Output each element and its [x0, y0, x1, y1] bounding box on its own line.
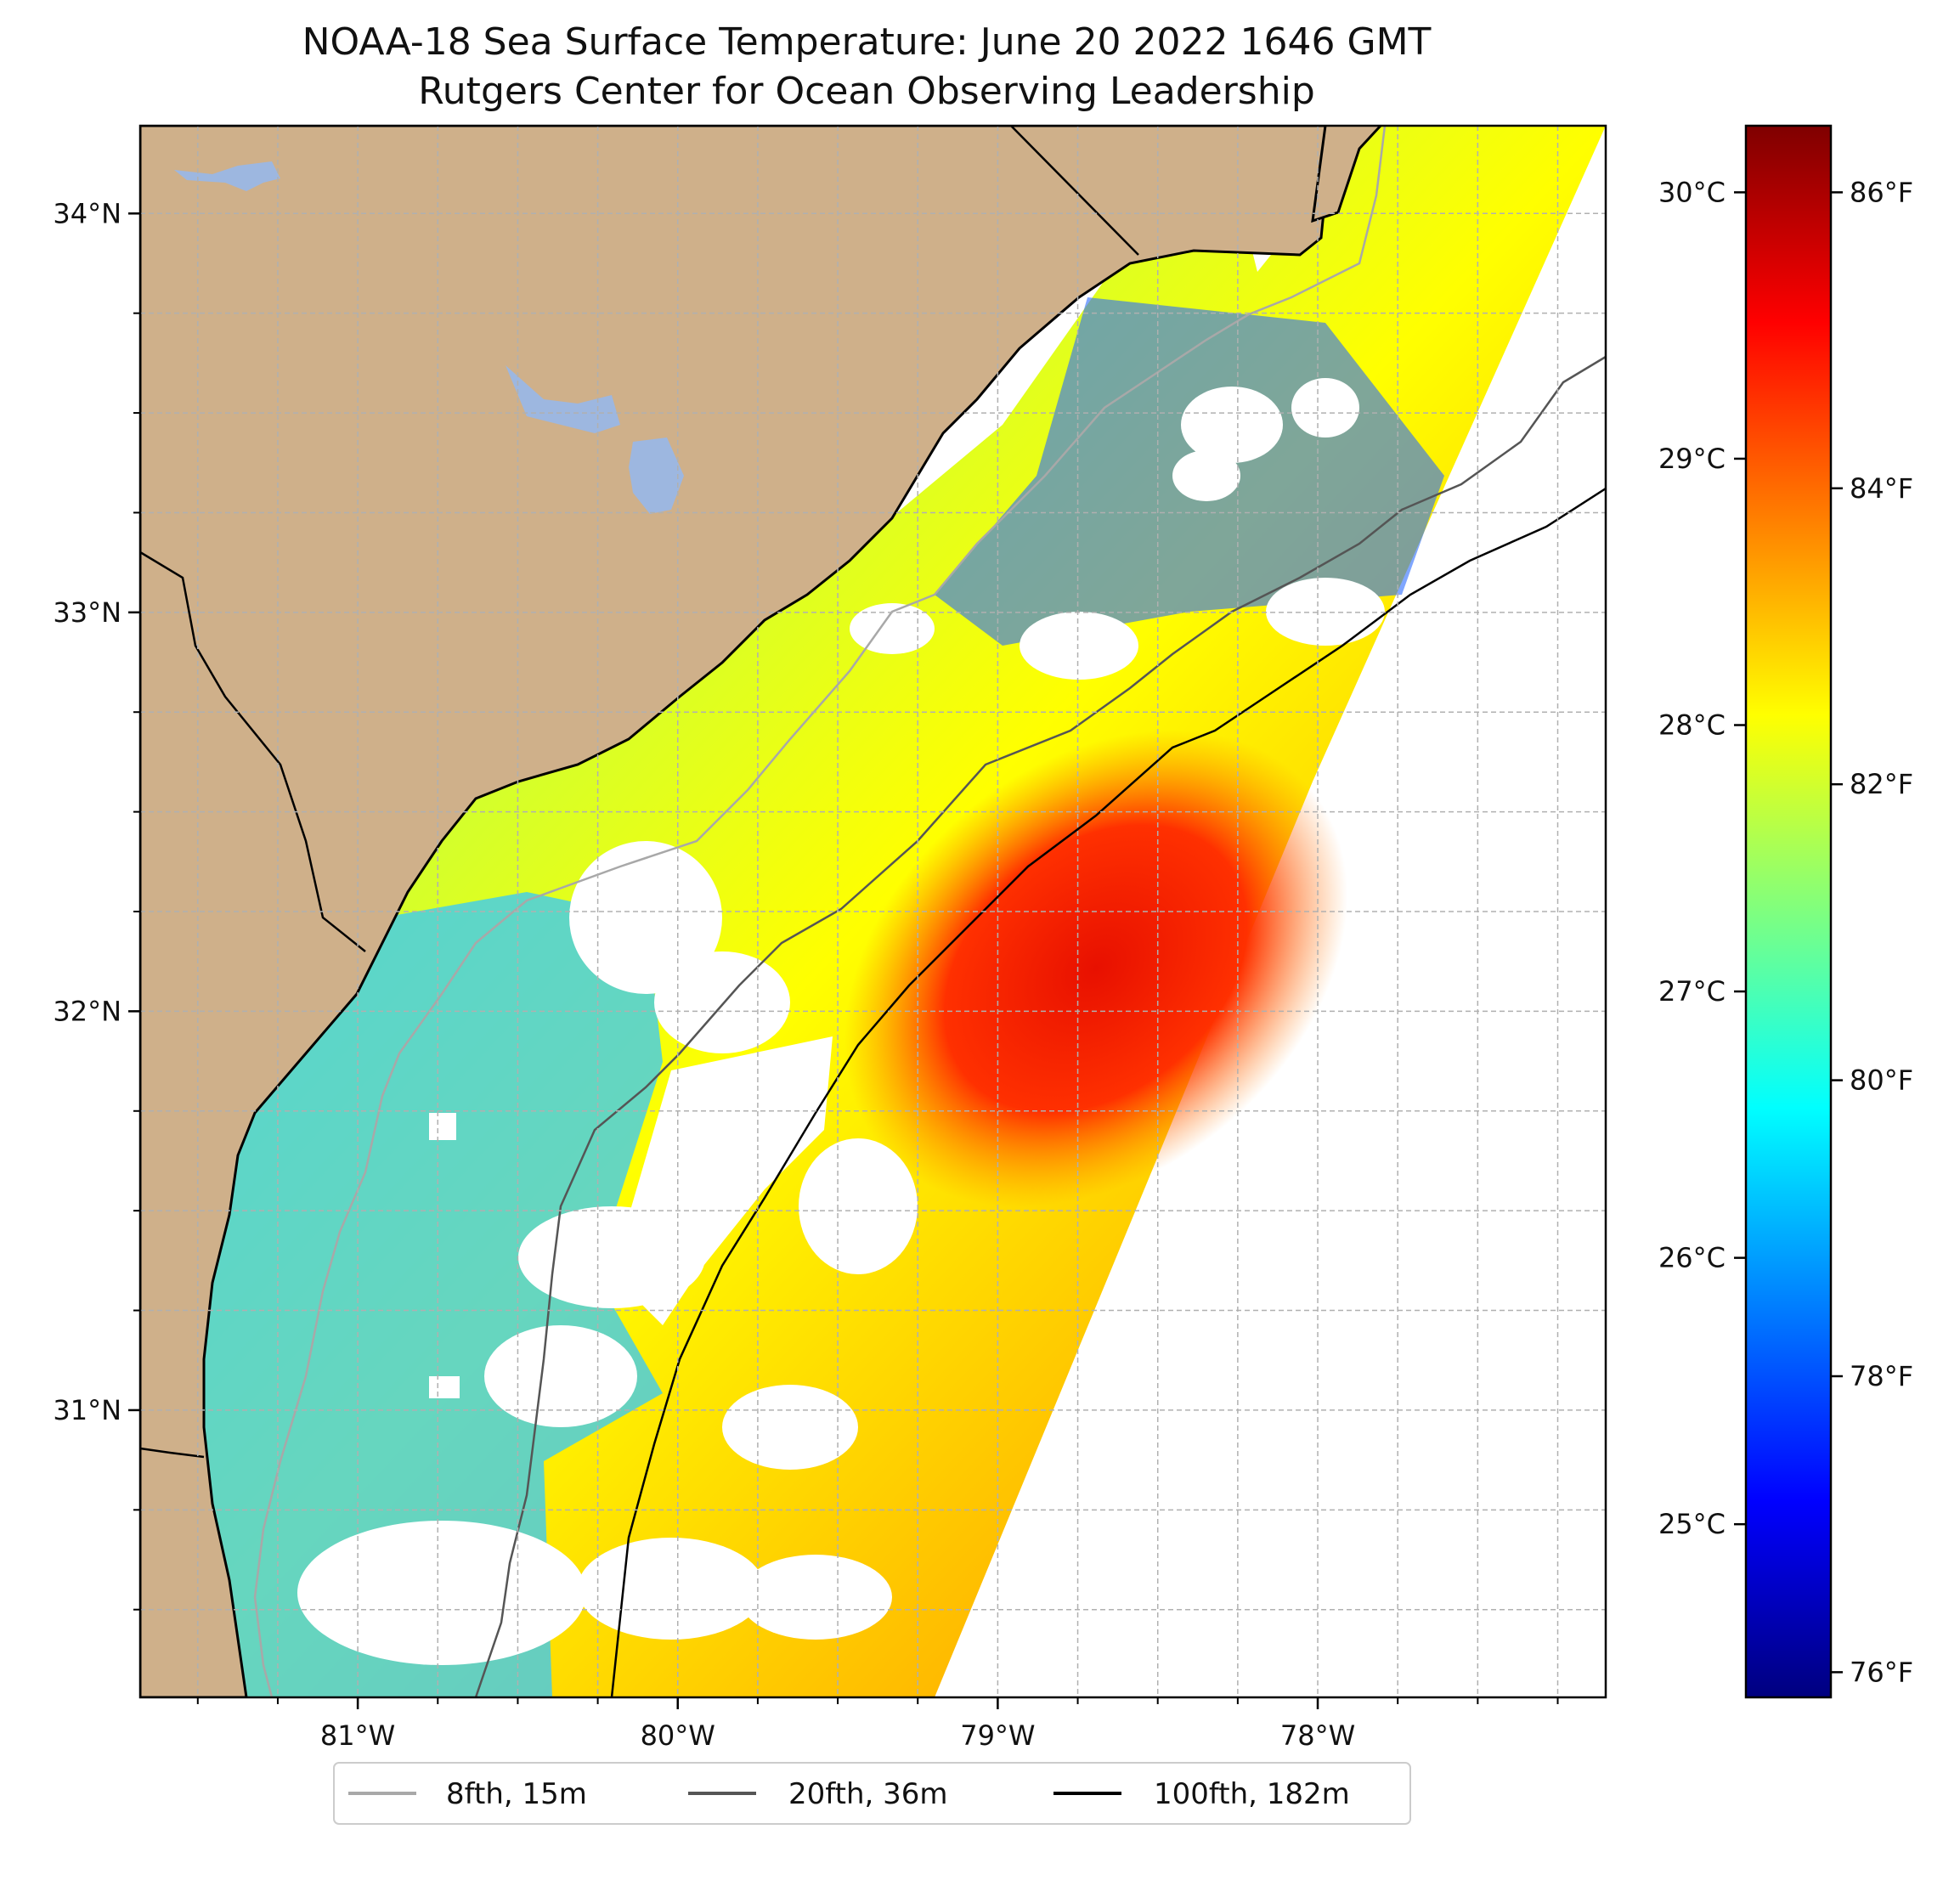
- legend-label-100fth: 100fth, 182m: [1154, 1777, 1350, 1811]
- fahrenheit-tick-label: 86°F: [1850, 176, 1913, 208]
- coastline-outer-banks: [1311, 126, 1382, 223]
- fahrenheit-tick-label: 78°F: [1850, 1360, 1913, 1392]
- celsius-tick-label: 25°C: [1658, 1508, 1726, 1540]
- fahrenheit-tick-label: 76°F: [1850, 1656, 1913, 1688]
- cloud-gaps: [297, 229, 1385, 1665]
- fahrenheit-tick-label: 82°F: [1850, 768, 1913, 800]
- isobath-legend: 8fth, 15m 20fth, 36m 100fth, 182m: [333, 1762, 1411, 1825]
- lake-moultrie: [629, 438, 684, 514]
- colorbar-frame: [1744, 124, 1833, 1699]
- lon-tick-label: 81°W: [320, 1719, 395, 1752]
- lat-tick-label: 32°N: [53, 995, 121, 1027]
- lon-tick-label: 80°W: [641, 1719, 715, 1752]
- colorbar: 25°C 26°C 27°C 28°C 29°C 30°C 76°F 78°F 80°F 82°F…: [1658, 124, 1913, 1699]
- lon-tick-label: 79°W: [960, 1719, 1035, 1752]
- legend-label-8fth: 8fth, 15m: [446, 1777, 587, 1811]
- celsius-tick-label: 26°C: [1658, 1242, 1726, 1274]
- celsius-tick-label: 29°C: [1658, 443, 1726, 475]
- lat-tick-label: 31°N: [53, 1394, 121, 1426]
- celsius-tick-label: 30°C: [1658, 176, 1726, 208]
- isobath-20fth: [474, 355, 1606, 1697]
- isobath-100fth: [610, 487, 1606, 1697]
- state-border-southwest: [140, 550, 366, 952]
- lon-tick-label: 78°W: [1280, 1719, 1355, 1752]
- state-border-south: [140, 1447, 205, 1459]
- fahrenheit-tick-label: 84°F: [1850, 472, 1913, 505]
- legend-label-20fth: 20fth, 36m: [788, 1777, 948, 1811]
- lat-tick-label: 33°N: [53, 596, 121, 629]
- colorbar-ticks: 25°C 26°C 27°C 28°C 29°C 30°C 76°F 78°F 80°F 82°F…: [1658, 176, 1913, 1688]
- lake-northwest: [174, 161, 280, 191]
- figure-title-line2: Rutgers Center for Ocean Observing Leade…: [418, 70, 1315, 113]
- fahrenheit-tick-label: 80°F: [1850, 1064, 1913, 1097]
- state-border: [1010, 126, 1139, 256]
- colorbar-fill: [1746, 126, 1831, 1697]
- map-axis-ticks: 81°W 80°W 79°W 78°W 31°N 32°N 33°N 34°N: [53, 197, 1559, 1752]
- celsius-tick-label: 28°C: [1658, 709, 1726, 742]
- isobath-8fth: [253, 126, 1387, 1697]
- map-gridlines: [140, 126, 1606, 1697]
- lake-marion: [506, 365, 620, 433]
- lat-tick-label: 34°N: [53, 197, 121, 229]
- legend-box: [333, 1762, 1411, 1825]
- warm-core-region: [844, 730, 1348, 1207]
- celsius-tick-label: 27°C: [1658, 975, 1726, 1008]
- figure-title-line1: NOAA-18 Sea Surface Temperature: June 20…: [302, 20, 1432, 64]
- map-panel: 81°W 80°W 79°W 78°W 31°N 32°N 33°N 34°N: [53, 124, 1607, 1752]
- lakes: [174, 161, 684, 514]
